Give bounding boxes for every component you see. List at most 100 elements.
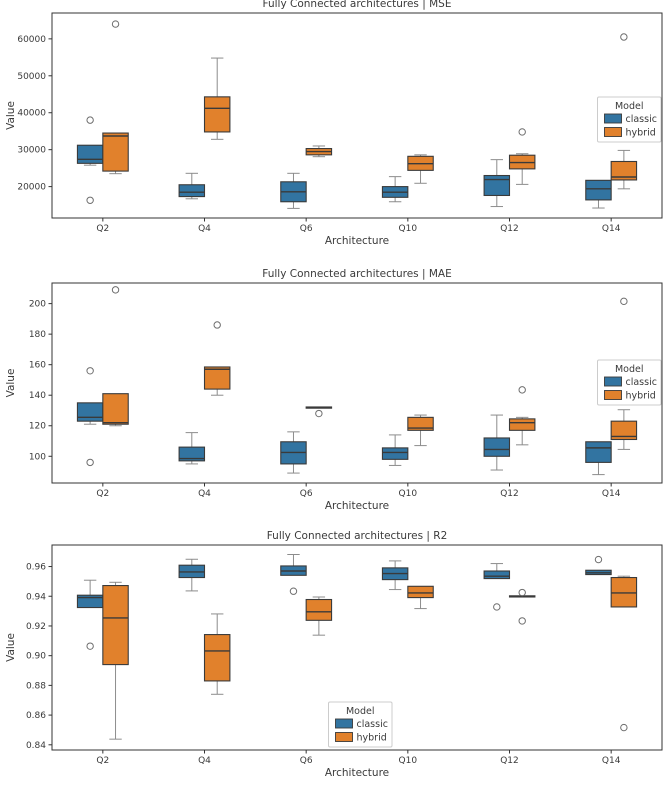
box-hybrid-Q10 bbox=[407, 154, 434, 184]
box-classic-Q12 bbox=[483, 159, 511, 208]
iqr-box bbox=[610, 160, 638, 181]
legend: Model classic hybrid bbox=[597, 359, 662, 406]
legend-title: Model bbox=[615, 101, 644, 112]
x-tick-label: Q2 bbox=[96, 224, 109, 234]
x-tick-label: Q14 bbox=[602, 756, 621, 766]
y-tick-label: 50000 bbox=[17, 72, 46, 82]
box-classic-Q2 bbox=[76, 116, 104, 204]
outlier-marker bbox=[86, 367, 94, 375]
y-axis-label: Value bbox=[5, 369, 17, 398]
iqr-box bbox=[203, 634, 231, 682]
plot-border bbox=[51, 12, 663, 219]
legend-label-classic: classic bbox=[626, 114, 657, 125]
iqr-box bbox=[102, 585, 129, 666]
iqr-box bbox=[102, 132, 129, 172]
legend-swatch-classic bbox=[604, 376, 622, 387]
x-tick-label: Q4 bbox=[198, 489, 211, 499]
x-tick-label: Q12 bbox=[500, 224, 519, 234]
y-tick-label: 0.90 bbox=[26, 652, 46, 662]
iqr-box bbox=[102, 393, 129, 425]
y-tick-label: 0.88 bbox=[26, 681, 46, 691]
box-hybrid-Q2 bbox=[102, 286, 129, 427]
iqr-box bbox=[407, 416, 434, 431]
box-hybrid-Q6 bbox=[305, 406, 333, 418]
y-tick-label: 20000 bbox=[17, 183, 46, 193]
iqr-box bbox=[203, 366, 231, 390]
chart-title: Fully Connected architectures | MAE bbox=[262, 268, 451, 280]
box-hybrid-Q14 bbox=[610, 575, 638, 732]
outlier-marker bbox=[493, 603, 501, 611]
x-tick-label: Q12 bbox=[500, 756, 519, 766]
box-hybrid-Q4 bbox=[203, 321, 231, 396]
outlier-marker bbox=[213, 321, 221, 329]
y-tick-label: 0.96 bbox=[26, 563, 46, 573]
legend-label-classic: classic bbox=[626, 377, 657, 388]
y-axis-label: Value bbox=[5, 101, 17, 130]
box-classic-Q6 bbox=[280, 431, 307, 474]
chart-title: Fully Connected architectures | MSE bbox=[263, 0, 452, 10]
box-classic-Q6 bbox=[280, 554, 307, 595]
x-tick-label: Q10 bbox=[399, 756, 418, 766]
x-tick-label: Q6 bbox=[300, 224, 313, 234]
box-hybrid-Q4 bbox=[203, 57, 231, 140]
box-classic-Q4 bbox=[178, 558, 206, 592]
box-classic-Q14 bbox=[585, 441, 612, 476]
iqr-box bbox=[483, 174, 511, 197]
box-classic-Q10 bbox=[381, 560, 409, 591]
y-tick-label: 0.86 bbox=[26, 711, 46, 721]
iqr-box bbox=[483, 437, 511, 457]
iqr-box bbox=[585, 441, 612, 463]
y-tick-label: 120 bbox=[29, 422, 46, 432]
iqr-box bbox=[305, 598, 333, 621]
box-hybrid-Q6 bbox=[305, 596, 333, 636]
legend-label-classic: classic bbox=[357, 719, 388, 730]
outlier-marker bbox=[111, 286, 120, 294]
plot-border bbox=[51, 282, 663, 484]
box-hybrid-Q12 bbox=[508, 128, 536, 185]
x-tick-label: Q14 bbox=[602, 489, 621, 499]
outlier-marker bbox=[518, 617, 526, 625]
box-classic-Q12 bbox=[483, 414, 511, 471]
x-tick-label: Q14 bbox=[602, 224, 621, 234]
iqr-box bbox=[203, 96, 231, 133]
x-tick-label: Q4 bbox=[198, 224, 211, 234]
y-tick-label: 200 bbox=[29, 300, 46, 310]
box-hybrid-Q12 bbox=[508, 386, 536, 446]
box-hybrid-Q10 bbox=[407, 414, 434, 447]
iqr-box bbox=[610, 576, 638, 608]
iqr-box bbox=[76, 402, 104, 422]
outlier-marker bbox=[620, 297, 628, 306]
subplot-r2: Fully Connected architectures | R2 0.84 0.… bbox=[5, 530, 663, 779]
y-tick-label: 0.92 bbox=[26, 622, 46, 632]
y-tick-label: 180 bbox=[29, 330, 46, 340]
outlier-marker bbox=[620, 723, 628, 732]
x-axis-label: Architecture bbox=[325, 235, 389, 247]
iqr-box bbox=[508, 418, 536, 431]
box-classic-Q12 bbox=[483, 563, 511, 611]
iqr-box bbox=[178, 446, 206, 462]
box-classic-Q4 bbox=[178, 432, 206, 465]
iqr-box bbox=[585, 179, 612, 201]
x-tick-label: Q6 bbox=[300, 756, 313, 766]
box-hybrid-Q6 bbox=[305, 145, 333, 158]
box-classic-Q10 bbox=[381, 176, 409, 203]
outlier-marker bbox=[86, 196, 94, 204]
plot-border bbox=[51, 544, 663, 751]
box-classic-Q10 bbox=[381, 434, 409, 466]
box-classic-Q6 bbox=[280, 172, 307, 209]
y-tick-label: 0.84 bbox=[26, 741, 46, 751]
box-classic-Q14 bbox=[585, 179, 612, 209]
x-axis-label: Architecture bbox=[325, 767, 389, 779]
outlier-marker bbox=[315, 409, 323, 418]
legend: Model classic hybrid bbox=[328, 701, 393, 748]
x-tick-label: Q12 bbox=[500, 489, 519, 499]
legend-swatch-classic bbox=[604, 113, 622, 124]
y-axis-label: Value bbox=[5, 633, 17, 662]
y-tick-label: 140 bbox=[29, 391, 46, 401]
outlier-marker bbox=[594, 555, 603, 564]
legend-swatch-hybrid bbox=[604, 127, 622, 137]
outlier-marker bbox=[111, 20, 120, 28]
box-hybrid-Q4 bbox=[203, 613, 231, 695]
